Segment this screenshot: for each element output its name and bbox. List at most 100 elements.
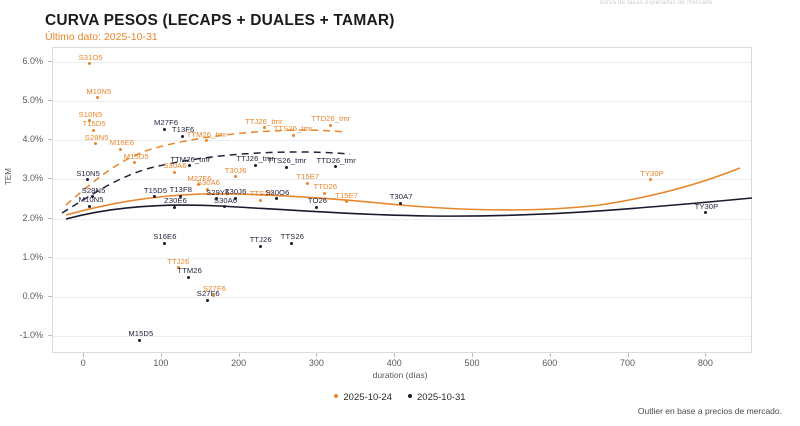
y-tick-mark [48, 178, 52, 180]
x-tick-label: 300 [308, 358, 324, 368]
data-point-label: TTD26 [313, 182, 338, 192]
data-point-label: S31O5 [78, 52, 103, 62]
legend-item[interactable]: 2025-10-31 [408, 392, 466, 403]
data-point [118, 147, 122, 151]
x-tick-mark [472, 353, 473, 357]
data-point [181, 134, 185, 138]
data-point [87, 62, 91, 66]
data-point [196, 183, 200, 187]
data-point [314, 205, 318, 209]
data-point-label: T13F6 [171, 125, 195, 135]
data-point-label: S16E6 [153, 232, 177, 242]
x-tick-mark [705, 353, 707, 357]
y-tick-label: 2.0% [22, 212, 43, 223]
data-point [153, 195, 157, 199]
data-point [649, 178, 653, 182]
x-tick-label: 500 [464, 358, 480, 368]
y-tick-label: 0.0% [22, 291, 43, 302]
data-point-label: TTD26_tmr [316, 155, 356, 165]
data-point [258, 244, 262, 248]
data-point-label: M15D5 [123, 151, 149, 161]
data-point-label: T30J6 [224, 187, 247, 197]
gridline-y [53, 218, 751, 220]
data-point [132, 161, 136, 165]
data-point-label: TTM26_tmr [186, 129, 227, 139]
data-point-label: S27F6 [203, 284, 226, 294]
data-point-label: S10N5 [76, 168, 100, 178]
data-point-label: M27F6 [154, 118, 179, 128]
data-point [204, 139, 208, 143]
data-point [172, 170, 176, 174]
x-axis-label: duration (días) [372, 370, 428, 380]
data-point [87, 119, 91, 123]
data-point-label: T30J6 [224, 165, 247, 175]
data-point-label: TTJ26_tmr [236, 154, 275, 164]
y-tick-label: 6.0% [22, 55, 43, 66]
data-point-label: T15E7 [335, 190, 359, 200]
top-cut-text: curva de tasas esperadas de mercado [600, 0, 713, 6]
data-point-label: M15D5 [128, 329, 154, 339]
data-point [137, 338, 141, 342]
data-point-label: TTD26_tmr [311, 114, 351, 124]
y-tick-label: 3.0% [22, 173, 43, 184]
data-point [398, 201, 402, 205]
data-point [254, 163, 258, 167]
chart-legend: 2025-10-24 2025-10-31 [0, 392, 800, 403]
y-tick-mark [48, 256, 52, 258]
data-point [91, 128, 95, 132]
data-point-label: TY30P [640, 168, 664, 178]
x-tick-mark [160, 353, 162, 357]
gridline-y [53, 179, 751, 181]
data-point-label: T15D5 [82, 119, 106, 129]
gridline-y [53, 297, 751, 299]
data-point [291, 133, 295, 137]
data-point [188, 164, 192, 168]
data-point [162, 241, 166, 245]
data-point [344, 200, 348, 204]
x-tick-mark [627, 353, 629, 357]
data-point-label: TO26 [307, 196, 328, 206]
data-point-label: TTJ26_tmr [244, 116, 283, 126]
data-point-label: S29Y6 [206, 187, 230, 197]
data-point-label: S28N5 [84, 132, 109, 142]
data-point [223, 205, 227, 209]
data-point [274, 197, 278, 201]
data-point-label: M16E6 [109, 138, 135, 148]
data-point [285, 165, 289, 169]
data-point-label: TTS26 [280, 232, 305, 242]
data-point [173, 205, 177, 209]
data-point-label: TTM26_tmr [170, 154, 211, 164]
page-title: CURVA PESOS (LECAPS + DUALES + TAMAR) [45, 12, 395, 29]
y-tick-mark [48, 60, 52, 62]
data-point [163, 127, 167, 131]
gridline-y [53, 336, 751, 338]
gridline-y [53, 140, 751, 142]
data-point-label: T15D5 [143, 185, 168, 195]
legend-swatch [408, 394, 412, 399]
x-tick-label: 800 [697, 358, 713, 368]
legend-item[interactable]: 2025-10-24 [334, 392, 392, 403]
data-point [206, 298, 210, 302]
x-tick-mark [83, 353, 85, 357]
data-point [258, 198, 262, 202]
data-point [234, 196, 238, 200]
data-point-label: TTS26_tmr [267, 156, 307, 166]
x-tick-label: 200 [231, 358, 247, 368]
data-point-label: TTS26 [249, 189, 273, 199]
data-point [305, 181, 309, 185]
data-point-label: T13F8 [169, 185, 193, 195]
y-tick-label: 5.0% [22, 94, 43, 105]
y-tick-mark [48, 217, 52, 219]
y-tick-mark [48, 335, 52, 337]
data-point [703, 211, 707, 215]
footnote: Outlier en base a precios de mercado. [637, 406, 782, 416]
data-point [186, 275, 190, 279]
data-point [290, 241, 294, 245]
legend-swatch [334, 394, 339, 399]
data-point-label: S30A6 [163, 161, 187, 171]
data-point [334, 165, 338, 169]
data-point-label: TTS26_tmr [273, 124, 313, 134]
data-point-label: S30A6 [196, 178, 221, 188]
x-tick-mark [238, 353, 240, 357]
